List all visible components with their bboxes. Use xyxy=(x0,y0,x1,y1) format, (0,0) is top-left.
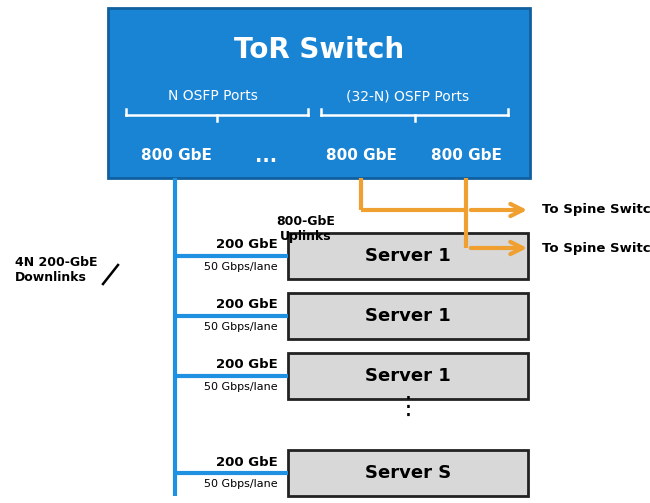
Text: 200 GbE: 200 GbE xyxy=(216,456,278,468)
Text: ...: ... xyxy=(255,146,277,165)
Text: Server 1: Server 1 xyxy=(365,247,451,265)
Text: Server 1: Server 1 xyxy=(365,307,451,325)
Text: 800 GbE: 800 GbE xyxy=(430,148,501,163)
Text: 200 GbE: 200 GbE xyxy=(216,359,278,372)
Text: 800-GbE
Uplinks: 800-GbE Uplinks xyxy=(276,215,335,243)
Text: ⋮: ⋮ xyxy=(395,394,421,418)
Text: 4N 200-GbE
Downlinks: 4N 200-GbE Downlinks xyxy=(15,256,98,284)
FancyBboxPatch shape xyxy=(288,353,528,399)
Text: ToR Switch: ToR Switch xyxy=(234,36,404,64)
Text: 800 GbE: 800 GbE xyxy=(326,148,396,163)
Text: 50 Gbps/lane: 50 Gbps/lane xyxy=(204,262,278,272)
FancyBboxPatch shape xyxy=(288,233,528,279)
Text: 50 Gbps/lane: 50 Gbps/lane xyxy=(204,479,278,489)
Text: To Spine Switch: To Spine Switch xyxy=(542,204,650,216)
FancyBboxPatch shape xyxy=(288,293,528,339)
Text: 200 GbE: 200 GbE xyxy=(216,238,278,252)
Text: Server S: Server S xyxy=(365,464,451,482)
FancyBboxPatch shape xyxy=(288,450,528,496)
Text: 50 Gbps/lane: 50 Gbps/lane xyxy=(204,322,278,332)
Text: Server 1: Server 1 xyxy=(365,367,451,385)
Text: 800 GbE: 800 GbE xyxy=(140,148,211,163)
Text: 200 GbE: 200 GbE xyxy=(216,298,278,311)
Text: N OSFP Ports: N OSFP Ports xyxy=(168,89,258,103)
Text: (32-N) OSFP Ports: (32-N) OSFP Ports xyxy=(346,89,469,103)
FancyBboxPatch shape xyxy=(108,8,530,178)
Text: 50 Gbps/lane: 50 Gbps/lane xyxy=(204,382,278,392)
Text: To Spine Switch: To Spine Switch xyxy=(542,241,650,255)
